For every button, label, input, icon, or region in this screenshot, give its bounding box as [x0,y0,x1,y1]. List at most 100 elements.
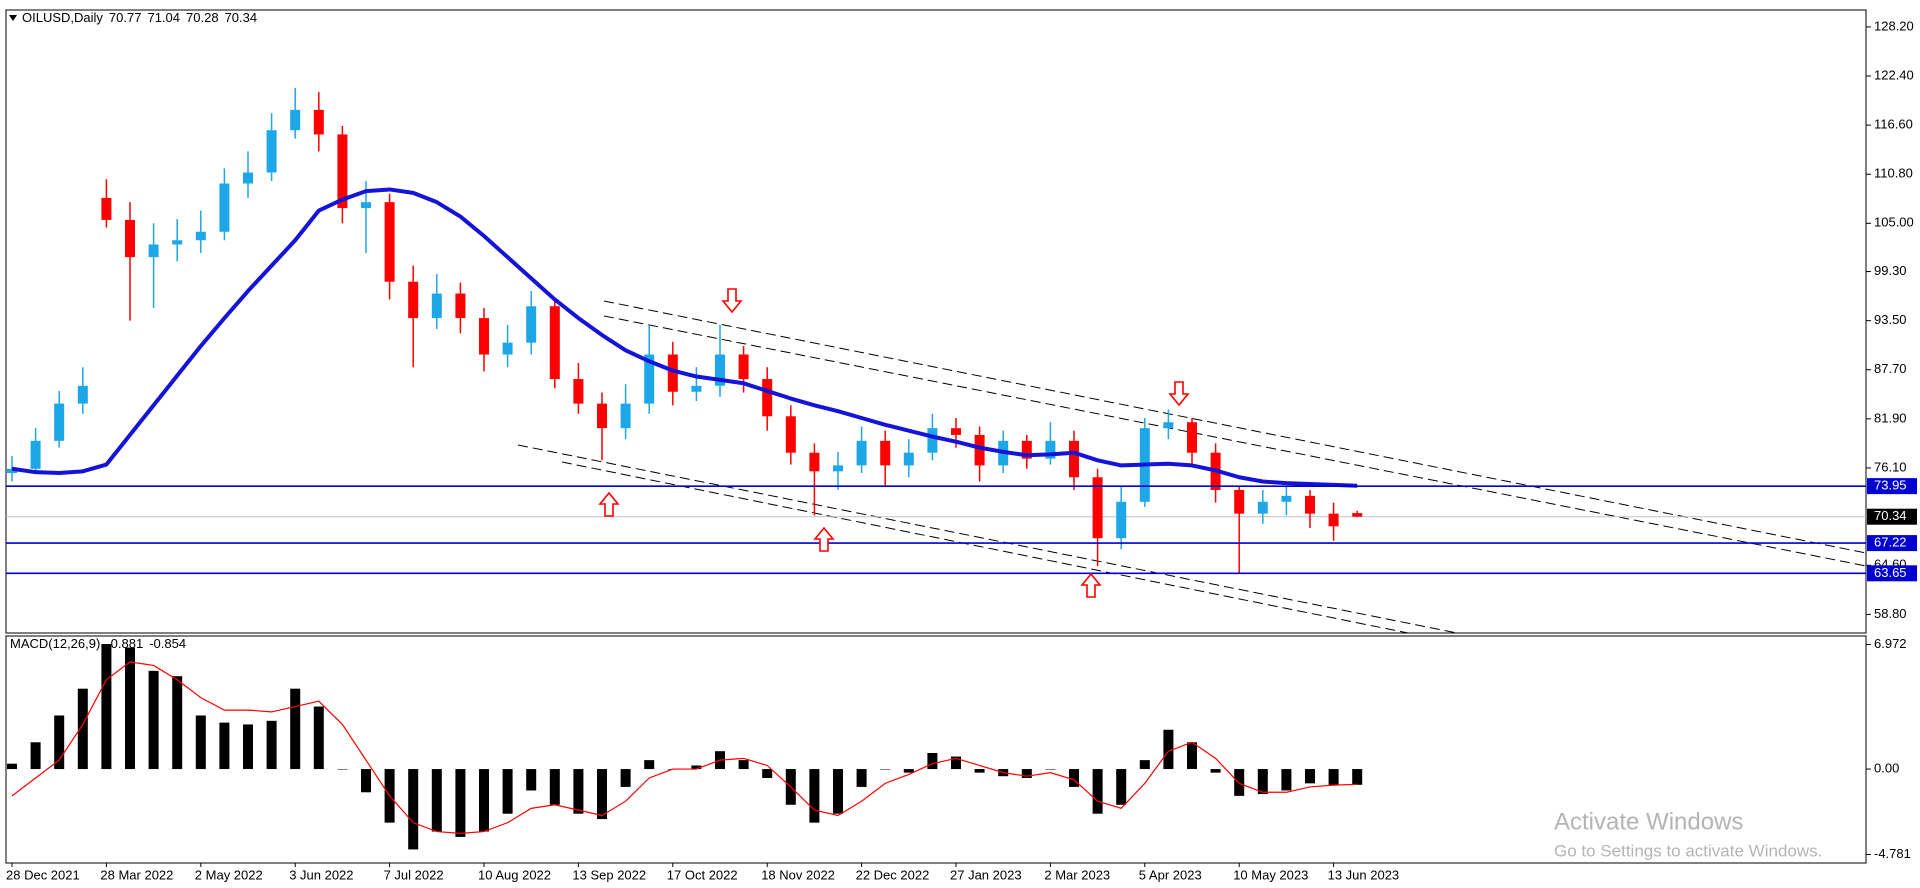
x-tick-label: 2 Mar 2023 [1044,867,1110,882]
macd-bar [1045,769,1056,770]
macd-bar [1305,769,1315,784]
candle-body [7,468,17,474]
macd-bar [1210,769,1221,773]
macd-bar [1257,769,1268,795]
candle-body [1045,440,1056,459]
y-tick-label: 116.60 [1874,117,1913,132]
last-open: 70.77 [109,10,142,25]
macd-bar [526,769,537,791]
macd-bar [502,769,513,814]
candle-body [361,202,371,209]
macd-bar [479,769,489,832]
down-arrow [721,288,743,314]
macd-bar [408,769,419,850]
candle-body [1021,440,1032,459]
macd-bar [101,644,112,770]
macd-bar [903,769,914,773]
candle-body [738,354,749,380]
candle-body [1281,495,1292,502]
candle-body [266,130,277,173]
candle-body [1257,501,1268,514]
candle-body [762,379,773,417]
macd-bar [313,706,324,770]
candle-body [479,318,489,355]
y-tick-label: 58.80 [1874,606,1907,621]
macd-bar [738,760,749,770]
symbol: OILUSD,Daily [22,10,103,25]
candle-body [101,197,112,220]
chart-header: OILUSD,Daily 70.77 71.04 70.28 70.34 [22,10,257,25]
level-label-box [1867,565,1917,582]
macd-last: -0.881 [106,636,143,651]
level-label-box [1867,535,1917,552]
candle-body [54,403,65,441]
macd-bar [1352,769,1363,785]
macd-bar [597,769,607,820]
macd-bar [762,769,773,778]
candle-body [927,428,938,453]
macd-bar [573,769,584,814]
x-tick-label: 13 Sep 2022 [572,867,646,882]
candle-body [337,134,348,209]
macd-bar [1234,769,1245,796]
macd-bar [549,769,560,805]
candle-body [620,403,631,429]
macd-bar [1116,769,1127,805]
trend-line [603,315,1866,567]
candle-body [715,354,725,386]
macd-bar [1092,769,1103,814]
candle-body [667,354,678,392]
candle-body [1234,489,1245,514]
up-arrow [1080,572,1102,598]
y-tick-label: 93.50 [1874,312,1907,327]
macd-bar [1163,729,1174,770]
macd-title: MACD(12,26,9) [10,636,100,651]
macd-bar [951,756,961,770]
main-panel [5,9,1867,634]
menu-triangle [9,15,17,21]
y-tick-label: 81.90 [1874,410,1907,425]
macd-bar [809,769,820,823]
macd-panel [5,635,1867,864]
candle-body [125,219,135,258]
candle-body [549,306,560,380]
macd-bar [1328,769,1339,786]
level-label: 73.95 [1874,478,1907,493]
candle-body [455,293,466,319]
trend-line [561,461,1409,633]
y-tick-label: 128.20 [1874,18,1914,33]
candle-body [1069,440,1079,478]
candle-body [431,293,442,319]
macd-bar [337,769,348,770]
candle-body [856,440,867,466]
macd-bar [172,676,183,770]
trend-line [603,300,1866,554]
candle-body [785,416,796,453]
candle-body [77,385,88,404]
macd-bar [880,769,891,770]
candle-body [502,342,513,355]
level-label: 67.22 [1874,535,1907,550]
x-tick-label: 28 Dec 2021 [6,867,80,882]
level-label-box [1867,478,1917,495]
candle-body [290,109,301,131]
signal-line [11,661,1358,834]
candle-body [974,434,985,466]
y-tick-label: 87.70 [1874,361,1907,376]
macd-bar [1021,769,1032,778]
macd-bar [431,769,442,832]
y-tick-label: -4.781 [1874,846,1911,861]
last-close: 70.34 [225,10,258,25]
macd-bar [455,769,466,837]
x-tick-label: 5 Apr 2023 [1139,867,1202,882]
candle-body [526,306,537,343]
candle-body [30,440,41,469]
macd-bar [691,765,702,770]
macd-bar [1187,742,1197,770]
main-plot [6,87,1866,633]
x-tick-label: 27 Jan 2023 [950,867,1022,882]
candle-body [384,202,395,282]
moving-average [11,187,1358,488]
